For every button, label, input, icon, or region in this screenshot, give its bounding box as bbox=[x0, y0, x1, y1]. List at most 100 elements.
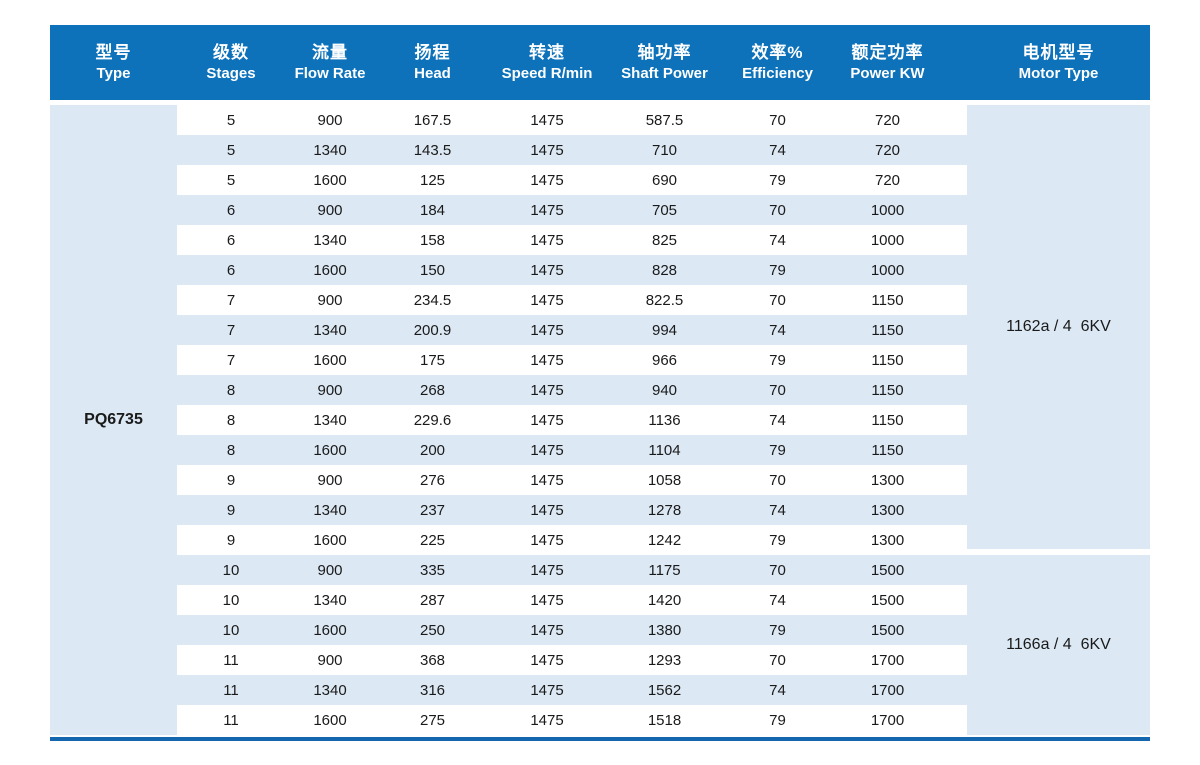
header-col-head: 扬程 Head bbox=[375, 25, 490, 100]
cell-efficiency: 70 bbox=[769, 561, 786, 579]
cell-shaft-power: 822.5 bbox=[645, 291, 684, 309]
header-efficiency-en: Efficiency bbox=[742, 65, 813, 83]
table-row: 6 1600 150 1475 828 79 1000 bbox=[177, 255, 967, 285]
header-type-en: Type bbox=[96, 65, 131, 83]
cell-flow-rate: 1600 bbox=[313, 351, 347, 369]
cell-shaft-power: 705 bbox=[651, 201, 678, 219]
cell-flow-rate: 900 bbox=[317, 651, 343, 669]
header-flow-rate-en: Flow Rate bbox=[294, 65, 366, 83]
cell-spacer bbox=[945, 315, 967, 345]
cell-head: 250 bbox=[419, 621, 446, 639]
cell-shaft-power: 825 bbox=[651, 231, 678, 249]
table-row: 8 1340 229.6 1475 1136 74 1150 bbox=[177, 405, 967, 435]
table-row: 11 900 368 1475 1293 70 1700 bbox=[177, 645, 967, 675]
cell-efficiency: 74 bbox=[769, 501, 786, 519]
cell-spacer bbox=[945, 255, 967, 285]
table-rows: 5 900 167.5 1475 587.5 70 720 5 1340 143… bbox=[177, 105, 967, 735]
table-row: 9 900 276 1475 1058 70 1300 bbox=[177, 465, 967, 495]
cell-power-kw: 1700 bbox=[870, 651, 905, 669]
cell-stages: 9 bbox=[226, 471, 236, 489]
cell-power-kw: 1000 bbox=[870, 261, 905, 279]
header-col-shaft-power: 轴功率 Shaft Power bbox=[604, 25, 725, 100]
cell-spacer bbox=[945, 105, 967, 135]
cell-head: 150 bbox=[419, 261, 446, 279]
cell-power-kw: 1000 bbox=[870, 201, 905, 219]
cell-shaft-power: 1175 bbox=[648, 561, 681, 579]
cell-speed: 1475 bbox=[530, 651, 564, 669]
cell-efficiency: 79 bbox=[769, 531, 786, 549]
cell-flow-rate: 900 bbox=[317, 381, 343, 399]
cell-speed: 1475 bbox=[530, 351, 564, 369]
cell-spacer bbox=[945, 285, 967, 315]
cell-speed: 1475 bbox=[530, 501, 564, 519]
cell-speed: 1475 bbox=[530, 291, 564, 309]
cell-shaft-power: 940 bbox=[651, 381, 678, 399]
cell-flow-rate: 900 bbox=[317, 111, 343, 129]
cell-power-kw: 1150 bbox=[871, 441, 904, 459]
cell-speed: 1475 bbox=[530, 201, 564, 219]
cell-power-kw: 1300 bbox=[870, 531, 905, 549]
cell-head: 275 bbox=[419, 711, 446, 729]
cell-stages: 8 bbox=[226, 441, 236, 459]
cell-efficiency: 79 bbox=[769, 171, 786, 189]
cell-head: 335 bbox=[419, 561, 446, 579]
cell-head: 237 bbox=[419, 501, 446, 519]
header-stages-en: Stages bbox=[206, 65, 256, 83]
cell-flow-rate: 1340 bbox=[313, 321, 347, 339]
cell-spacer bbox=[945, 345, 967, 375]
cell-head: 167.5 bbox=[413, 111, 452, 129]
cell-stages: 6 bbox=[226, 231, 236, 249]
cell-stages: 5 bbox=[226, 141, 236, 159]
cell-stages: 9 bbox=[226, 501, 236, 519]
cell-speed: 1475 bbox=[530, 531, 564, 549]
table-row: 10 1600 250 1475 1380 79 1500 bbox=[177, 615, 967, 645]
cell-efficiency: 70 bbox=[769, 201, 786, 219]
cell-stages: 11 bbox=[223, 711, 239, 729]
cell-power-kw: 1700 bbox=[870, 681, 905, 699]
cell-spacer bbox=[945, 645, 967, 675]
cell-head: 225 bbox=[419, 531, 446, 549]
cell-shaft-power: 1420 bbox=[647, 591, 682, 609]
header-head-en: Head bbox=[414, 65, 451, 83]
cell-power-kw: 1500 bbox=[870, 621, 905, 639]
cell-efficiency: 70 bbox=[769, 471, 786, 489]
cell-speed: 1475 bbox=[530, 411, 564, 429]
cell-flow-rate: 1600 bbox=[313, 261, 347, 279]
cell-flow-rate: 1600 bbox=[313, 441, 347, 459]
header-shaft-power-zh: 轴功率 bbox=[637, 42, 692, 62]
pump-type-label: PQ6735 bbox=[84, 411, 143, 428]
header-power-kw-zh: 额定功率 bbox=[851, 42, 924, 62]
cell-flow-rate: 900 bbox=[317, 561, 343, 579]
table-row: 9 1340 237 1475 1278 74 1300 bbox=[177, 495, 967, 525]
cell-efficiency: 79 bbox=[769, 621, 786, 639]
motor-type-label-2: 1166a / 4 6KV bbox=[1006, 636, 1111, 653]
table-row: 5 1340 143.5 1475 710 74 720 bbox=[177, 135, 967, 165]
cell-speed: 1475 bbox=[530, 441, 564, 459]
cell-stages: 8 bbox=[226, 411, 236, 429]
cell-stages: 5 bbox=[226, 171, 236, 189]
cell-efficiency: 74 bbox=[769, 141, 786, 159]
cell-flow-rate: 1600 bbox=[313, 171, 347, 189]
cell-spacer bbox=[945, 435, 967, 465]
cell-head: 143.5 bbox=[413, 141, 452, 159]
cell-flow-rate: 1340 bbox=[313, 141, 347, 159]
cell-speed: 1475 bbox=[530, 591, 564, 609]
cell-shaft-power: 1293 bbox=[647, 651, 682, 669]
header-motor-type-zh: 电机型号 bbox=[1022, 42, 1095, 62]
cell-spacer bbox=[945, 165, 967, 195]
header-shaft-power-en: Shaft Power bbox=[621, 65, 708, 83]
cell-speed: 1475 bbox=[530, 111, 564, 129]
table-header: 型号 Type 级数 Stages 流量 Flow Rate 扬程 Head 转… bbox=[50, 25, 1150, 100]
cell-spacer bbox=[945, 375, 967, 405]
cell-speed: 1475 bbox=[530, 321, 564, 339]
cell-efficiency: 74 bbox=[769, 591, 786, 609]
cell-spacer bbox=[945, 465, 967, 495]
cell-stages: 8 bbox=[226, 381, 236, 399]
cell-flow-rate: 1340 bbox=[313, 231, 347, 249]
cell-head: 200.9 bbox=[413, 321, 452, 339]
cell-speed: 1475 bbox=[530, 171, 564, 189]
header-flow-rate-zh: 流量 bbox=[312, 42, 348, 62]
cell-speed: 1475 bbox=[530, 561, 564, 579]
header-motor-type-en: Motor Type bbox=[1018, 65, 1099, 83]
